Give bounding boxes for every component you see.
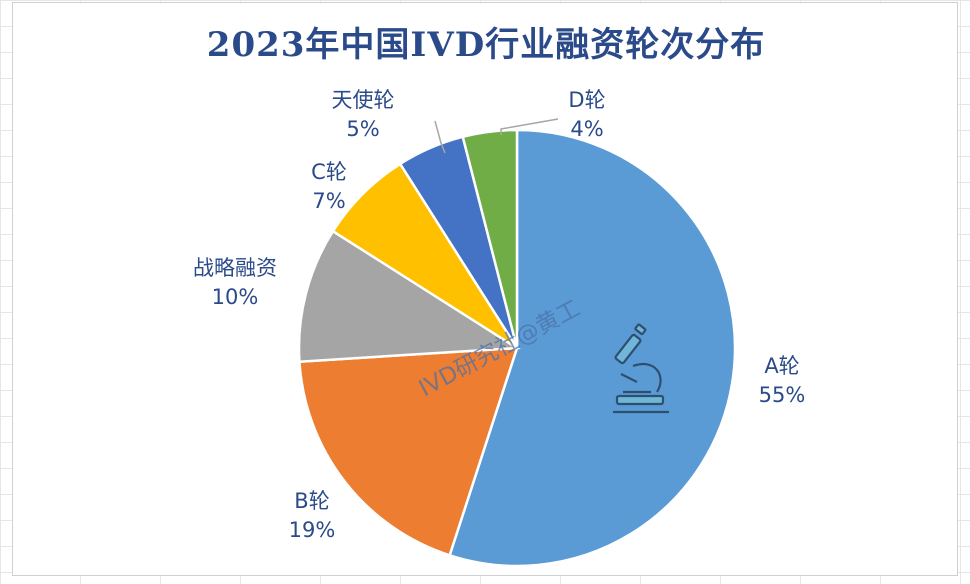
slice-label-percent: 55% (759, 383, 806, 407)
chart-area[interactable]: 2023年中国IVD行业融资轮次分布 A轮 55% B轮 19% 战略融资 10% C轮 7%… (12, 2, 958, 576)
pie-slice[interactable] (298, 346, 519, 557)
slice-label-percent: 5% (346, 117, 379, 141)
slice-label-name: 天使轮 (332, 88, 395, 112)
chart-title: 2023年中国IVD行业融资轮次分布 (206, 25, 766, 65)
pie-slice[interactable] (461, 128, 519, 349)
leader-line (434, 120, 446, 154)
leader-line (500, 118, 559, 135)
pie-slice[interactable] (297, 229, 521, 364)
slice-label-percent: 4% (570, 117, 603, 141)
slice-label-percent: 10% (212, 285, 259, 309)
slice-label-percent: 19% (289, 518, 336, 542)
pie-slice[interactable] (448, 128, 737, 568)
slice-label-name: D轮 (568, 88, 605, 112)
slice-label-name: C轮 (311, 160, 347, 184)
slice-label-name: A轮 (764, 354, 799, 378)
slice-label-percent: 7% (312, 189, 345, 213)
slice-label-name: 战略融资 (193, 256, 277, 280)
slice-label-name: B轮 (294, 489, 329, 513)
microscope-icon (613, 323, 669, 414)
